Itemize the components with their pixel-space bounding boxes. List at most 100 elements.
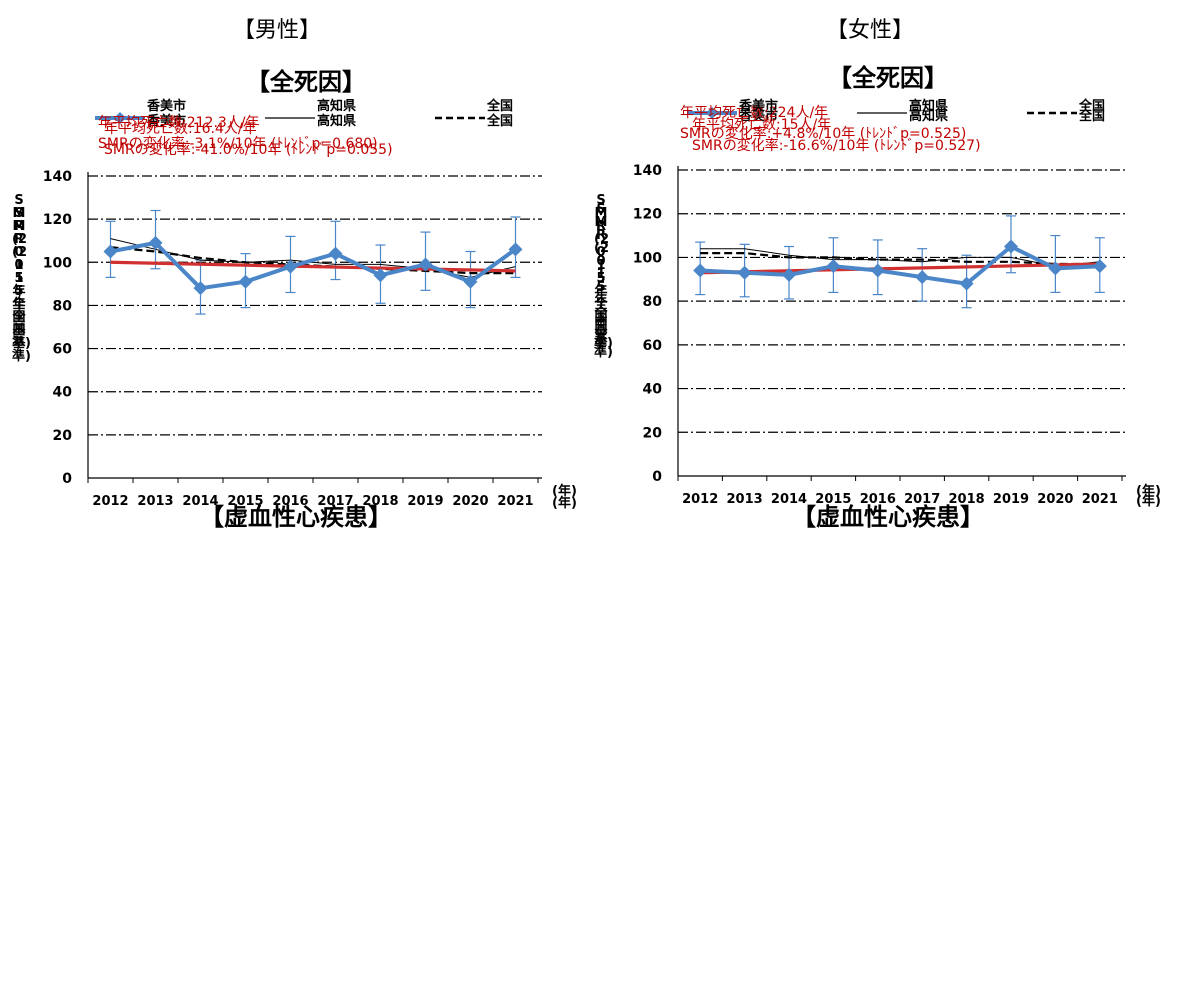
data-point [1048,261,1063,276]
data-point [870,263,885,278]
x-tick-label: 2016 [272,494,308,509]
chart-svg: 0501001502002503003502012201320142015201… [0,500,592,1000]
series-line-city [110,240,517,291]
y-tick-label: 40 [643,382,663,398]
female-header: 【女性】 [826,18,915,43]
x-tick-label: 2017 [904,492,940,507]
series-line-pref [700,248,1100,267]
data-point [1092,259,1107,274]
chart-svg: 0501001502002503003502012201320142015201… [592,500,1184,1000]
data-point [238,274,253,289]
data-point [148,235,163,250]
x-tick-label: 2018 [362,494,398,509]
y-axis-label: SMR(2015年全国基準) [12,193,31,351]
data-point [328,246,343,261]
x-tick-label: 2021 [497,494,533,509]
y-tick-label: 100 [43,255,72,271]
x-tick-label: 2016 [860,492,896,507]
y-tick-label: 0 [652,469,662,485]
x-tick-label: 2020 [452,494,488,509]
x-tick-label: 2015 [815,492,851,507]
data-point [418,257,433,272]
legend-marker-city [114,112,126,124]
x-axis-unit: (年) [552,496,577,511]
legend: 香美市 高知県 全国 [592,55,1184,124]
y-axis-label: SMR(2015年全国基準) [594,193,613,351]
chart-panel-male-all: 【全死因】 0 20 40 60 80 100 120 140 2012 2013 2014 2015 2… [0,55,592,555]
chart-panel-male-ihd: 【虚血性心疾患】05010015020025030035020122013201… [0,99,592,1000]
legend-label-pref: 高知県 [317,99,357,114]
legend: 香美市 高知県 全国 [0,55,592,129]
x-tick-label: 2013 [727,492,763,507]
annotation-smr-change: SMRの変化率:-3.1%/10年 (ﾄﾚﾝﾄﾞp=0.680) [98,136,378,152]
legend-label-city: 香美市 [147,114,187,129]
annotation-avg-deaths: 年平均死亡数:16.4人/年 [104,121,257,137]
chart-title: 【虚血性心疾患】 [200,503,392,531]
y-tick-label: 20 [53,428,73,444]
y-tick-label: 140 [43,169,72,185]
x-tick-label: 2019 [993,492,1029,507]
y-tick-label: 140 [633,163,662,179]
data-point [915,270,930,285]
legend-label-nation: 全国 [1079,109,1106,124]
data-point [103,244,118,259]
data-point [283,259,298,274]
legend-label-pref: 高知県 [909,109,949,124]
data-point [959,276,974,291]
series-line-city [700,244,1100,286]
chart-svg: 0 20 40 60 80 100 120 140 2012 2013 2014 2015 2016 20… [43,112,542,509]
y-tick-label: 60 [643,338,663,354]
legend-label-nation: 全国 [487,99,514,114]
legend-marker-city [706,107,718,119]
annotation-avg-deaths: 年平均死亡数:224人/年 [680,105,829,121]
data-point [373,268,388,283]
legend-label-pref: 高知県 [317,114,357,129]
y-tick-label: 100 [633,250,662,266]
chart-panel-female-all: 【全死因】 0 20 40 60 80 100 120 140 2012 2013 2014 2015 2… [592,55,1184,555]
chart-title: 【全死因】 [246,68,366,96]
y-tick-label: 120 [633,207,662,223]
annotation-smr-change: SMRの変化率:+4.8%/10年 (ﾄﾚﾝﾄﾞp=0.525) [680,126,967,142]
data-point [193,281,208,296]
x-tick-label: 2019 [407,494,443,509]
x-tick-label: 2021 [1082,492,1118,507]
y-tick-label: 120 [43,212,72,228]
data-point [826,259,841,274]
x-axis-unit: (年) [1136,484,1161,499]
data-point [737,265,752,280]
legend-label-city: 香美市 [147,99,187,114]
chart-panel-female-ihd: 【虚血性心疾患】05010015020025030035020122013201… [592,99,1184,1000]
legend: 香美市 高知県 全国 [592,99,1184,501]
data-point [1004,239,1018,254]
y-tick-label: 80 [643,294,663,310]
x-axis-unit: (年) [1136,494,1161,509]
x-tick-label: 2020 [1037,492,1073,507]
x-tick-label: 2014 [182,494,218,509]
chart-title: 【全死因】 [828,64,948,92]
y-tick-label: 60 [53,342,73,358]
male-header: 【男性】 [233,18,322,43]
annotation-avg-deaths: 年平均死亡数:15人/年 [692,117,832,133]
annotation-smr-change: SMRの変化率:-16.6%/10年 (ﾄﾚﾝﾄﾞp=0.527) [692,138,981,154]
x-tick-label: 2012 [682,492,718,507]
data-point [693,263,708,278]
y-tick-label: 0 [62,471,72,487]
legend-label-pref: 高知県 [909,99,949,114]
y-tick-label: 40 [53,385,73,401]
y-tick-label: 20 [643,425,663,441]
legend-label-nation: 全国 [487,114,514,129]
annotation-avg-deaths: 年平均死亡数:212.3人/年 [98,115,260,131]
trend-line [110,260,516,273]
legend-label-nation: 全国 [1079,99,1106,114]
x-tick-label: 2013 [137,494,173,509]
x-axis-unit: (年) [552,484,577,499]
x-tick-label: 2012 [92,494,128,509]
y-tick-label: 80 [53,298,73,314]
series-line-nation [700,252,1100,266]
legend-label-city: 香美市 [739,109,779,124]
legend-label-city: 香美市 [739,99,779,114]
trend-line [700,262,1100,275]
x-tick-label: 2014 [771,492,807,507]
y-axis-label: SMR(2015年全国基準) [12,206,31,364]
chart-title: 【虚血性心疾患】 [792,503,984,531]
